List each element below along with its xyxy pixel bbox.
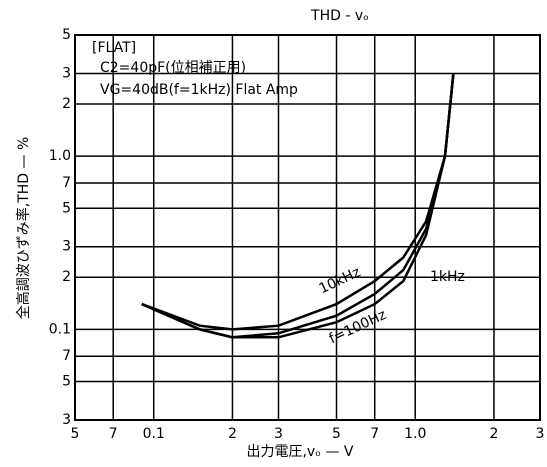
x-tick-label: 0.1 bbox=[143, 426, 165, 442]
y-tick-label: 1.0 bbox=[49, 148, 71, 164]
x-axis-title: 出力電圧,vₒ — V bbox=[246, 444, 353, 460]
series-line bbox=[141, 73, 455, 339]
annotation: C2=40pF(位相補正用) bbox=[100, 60, 246, 76]
y-tick-label: 0.1 bbox=[49, 321, 71, 337]
y-tick-label: 2 bbox=[62, 96, 71, 112]
y-tick-label: 2 bbox=[62, 269, 71, 285]
series-line bbox=[141, 73, 455, 331]
x-tick-label: 7 bbox=[370, 426, 379, 442]
series-label: 1kHz bbox=[430, 269, 465, 285]
y-tick-label: 5 bbox=[62, 27, 71, 43]
x-tick-label: 5 bbox=[71, 426, 80, 442]
y-axis-title: 全高調波ひずみ率,THD — % bbox=[15, 137, 32, 320]
y-tick-label: 3 bbox=[62, 65, 71, 81]
series-line bbox=[141, 73, 455, 339]
annotation: VG=40dB(f=1kHz) Flat Amp bbox=[100, 82, 298, 98]
x-tick-label: 3 bbox=[274, 426, 283, 442]
annotation: [FLAT] bbox=[92, 40, 136, 56]
y-tick-label: 3 bbox=[62, 412, 71, 428]
x-tick-label: 7 bbox=[109, 426, 118, 442]
y-tick-label: 3 bbox=[62, 239, 71, 255]
chart-title: THD - vₒ bbox=[310, 8, 369, 24]
y-tick-label: 5 bbox=[62, 200, 71, 216]
y-tick-label: 5 bbox=[62, 374, 71, 390]
x-tick-label: 5 bbox=[332, 426, 341, 442]
x-tick-label: 2 bbox=[228, 426, 237, 442]
y-tick-label: 7 bbox=[62, 175, 71, 191]
x-tick-label: 3 bbox=[536, 426, 545, 442]
x-tick-label: 2 bbox=[489, 426, 498, 442]
y-tick-label: 7 bbox=[62, 348, 71, 364]
x-tick-label: 1.0 bbox=[404, 426, 426, 442]
